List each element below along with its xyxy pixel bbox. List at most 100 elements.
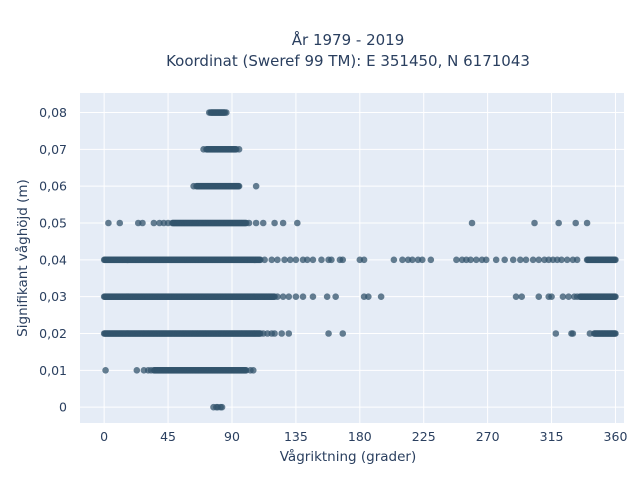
data-point [303, 256, 311, 264]
data-point [467, 256, 474, 264]
data-point [339, 330, 347, 337]
data-point [222, 109, 230, 116]
data-point [522, 256, 530, 264]
data-point [583, 219, 591, 227]
data-point [102, 367, 109, 374]
data-point [360, 256, 368, 264]
data-point [482, 256, 490, 264]
data-point [271, 219, 278, 227]
x-tick-labels: 0 45 90 135 180 225 270 315 360 [100, 429, 627, 444]
data-point [573, 256, 581, 264]
data-point [501, 256, 508, 264]
data-point [548, 293, 555, 300]
data-point [509, 256, 517, 264]
data-point [285, 293, 293, 300]
data-point [552, 330, 560, 337]
x-axis-title: Vågriktning (grader) [280, 448, 417, 465]
y-tick-label: 0,01 [39, 363, 67, 378]
data-point [116, 219, 124, 227]
x-tick-label: 135 [284, 429, 308, 444]
data-point [453, 256, 460, 264]
x-tick-label: 270 [476, 429, 500, 444]
data-point [555, 219, 562, 227]
x-tick-label: 360 [604, 429, 628, 444]
y-tick-label: 0,04 [39, 252, 67, 267]
data-point [535, 293, 543, 300]
data-point [325, 330, 332, 337]
data-point [218, 403, 226, 411]
data-point [390, 256, 398, 264]
data-point [535, 256, 543, 264]
data-point [150, 219, 158, 227]
x-tick-label: 180 [348, 429, 372, 444]
data-point [274, 256, 281, 264]
data-point [235, 182, 243, 190]
data-point [292, 293, 300, 300]
data-point [409, 256, 416, 264]
data-point [518, 293, 526, 300]
y-tick-label: 0,02 [39, 326, 67, 341]
data-point [281, 256, 288, 264]
y-tick-labels: 0 0,01 0,02 0,03 0,04 0,05 0,06 0,07 0,08 [39, 105, 67, 415]
data-point [472, 256, 480, 264]
data-point [309, 293, 317, 300]
x-tick-label: 225 [412, 429, 436, 444]
data-point [190, 182, 197, 190]
data-point [299, 293, 307, 300]
data-point [261, 256, 268, 264]
data-point [318, 256, 325, 264]
data-point [563, 256, 571, 264]
data-point [365, 293, 372, 300]
data-point [612, 330, 619, 337]
data-point [147, 367, 155, 374]
data-point [419, 256, 426, 264]
data-point [517, 256, 524, 264]
data-points [100, 109, 619, 411]
data-point [279, 293, 287, 300]
data-point [492, 256, 500, 264]
data-point [235, 146, 243, 153]
y-tick-label: 0,07 [39, 142, 67, 157]
data-point [105, 219, 112, 227]
data-point [271, 330, 278, 337]
data-point [573, 293, 581, 300]
data-point [245, 219, 253, 227]
data-point [259, 219, 267, 227]
x-tick-label: 45 [160, 429, 176, 444]
data-point [252, 182, 260, 190]
data-point [529, 256, 537, 264]
data-point [565, 293, 572, 300]
data-point [531, 219, 538, 227]
data-point [468, 219, 476, 227]
data-point [133, 367, 141, 374]
data-point [200, 146, 207, 153]
y-tick-label: 0,08 [39, 105, 67, 120]
data-point [559, 293, 567, 300]
data-point [339, 256, 347, 264]
x-tick-label: 90 [224, 429, 240, 444]
data-point [572, 219, 580, 227]
y-axis-title: Signifikant våghöjd (m) [14, 179, 31, 337]
chart-title-line-2: Koordinat (Sweref 99 TM): E 351450, N 61… [166, 52, 530, 70]
data-point [249, 367, 257, 374]
data-point [292, 256, 300, 264]
data-point [512, 293, 520, 300]
data-point [558, 256, 565, 264]
data-point [294, 219, 301, 227]
data-point [205, 109, 213, 116]
x-tick-label: 315 [540, 429, 564, 444]
data-point [274, 293, 281, 300]
data-point [278, 330, 285, 337]
data-point [279, 219, 287, 227]
y-tick-label: 0,05 [39, 216, 67, 231]
data-point [612, 293, 619, 300]
data-point [612, 256, 619, 264]
data-point [427, 256, 435, 264]
data-point [309, 256, 317, 264]
y-tick-label: 0,03 [39, 289, 67, 304]
data-point [569, 330, 577, 337]
data-point [586, 330, 594, 337]
data-point [252, 219, 260, 227]
data-point [399, 256, 406, 264]
